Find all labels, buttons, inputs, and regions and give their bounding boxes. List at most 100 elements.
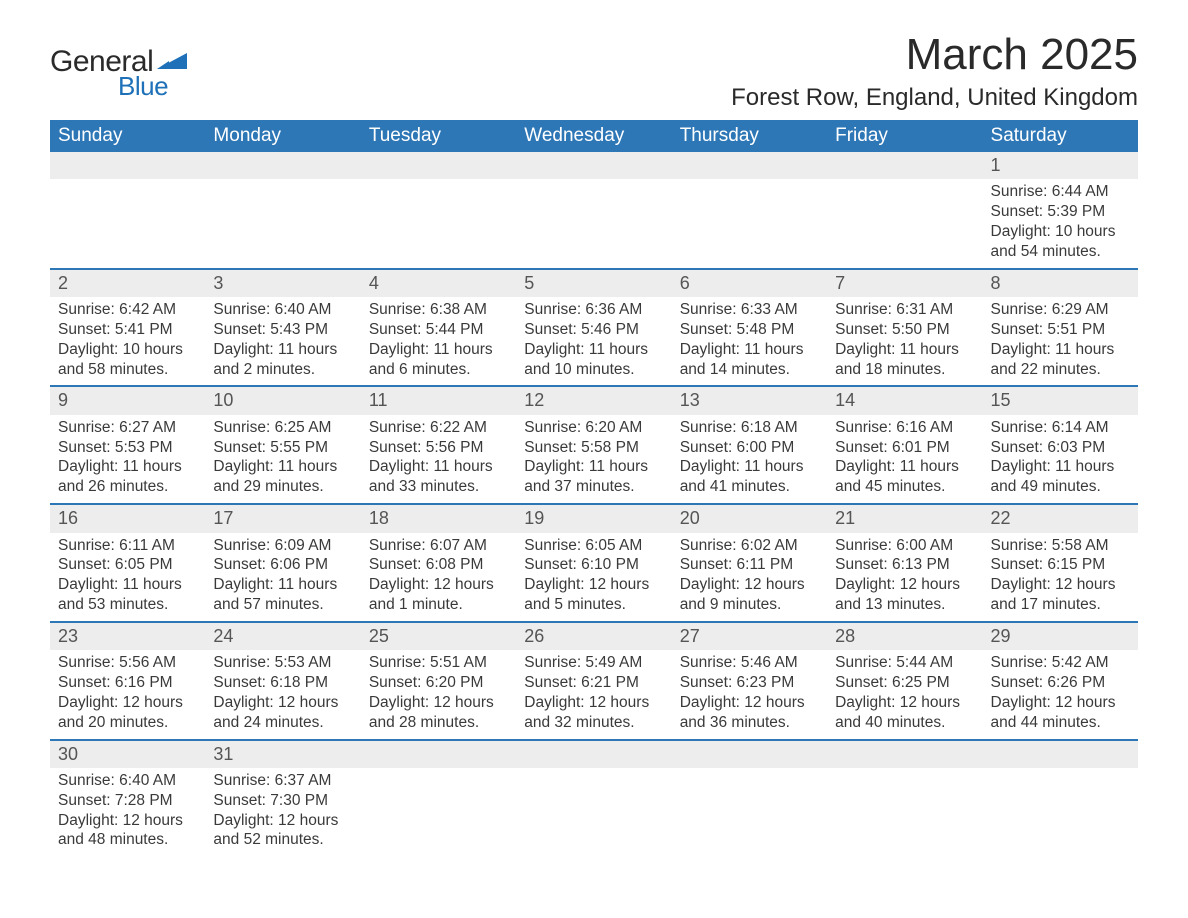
brand-text-blue: Blue	[118, 71, 168, 102]
calendar-day-cell: 11Sunrise: 6:22 AMSunset: 5:56 PMDayligh…	[361, 385, 516, 503]
calendar-day-cell: 17Sunrise: 6:09 AMSunset: 6:06 PMDayligh…	[205, 503, 360, 621]
day-number: 13	[672, 385, 827, 414]
day-details: Sunrise: 5:46 AMSunset: 6:23 PMDaylight:…	[672, 650, 827, 738]
day-number: 1	[983, 152, 1138, 179]
day-number	[672, 739, 827, 768]
day-details: Sunrise: 5:58 AMSunset: 6:15 PMDaylight:…	[983, 533, 1138, 621]
daylight-text: Daylight: 12 hours and 20 minutes.	[58, 693, 197, 733]
month-title: March 2025	[731, 30, 1138, 80]
sunset-text: Sunset: 6:23 PM	[680, 673, 819, 693]
day-number	[361, 739, 516, 768]
sunset-text: Sunset: 6:20 PM	[369, 673, 508, 693]
day-number: 12	[516, 385, 671, 414]
day-number: 26	[516, 621, 671, 650]
sunset-text: Sunset: 6:06 PM	[213, 555, 352, 575]
daylight-text: Daylight: 11 hours and 41 minutes.	[680, 457, 819, 497]
calendar-day-cell: 28Sunrise: 5:44 AMSunset: 6:25 PMDayligh…	[827, 621, 982, 739]
calendar-day-cell: 10Sunrise: 6:25 AMSunset: 5:55 PMDayligh…	[205, 385, 360, 503]
day-number	[672, 152, 827, 179]
day-details: Sunrise: 6:27 AMSunset: 5:53 PMDaylight:…	[50, 415, 205, 503]
weekday-header: Sunday	[50, 120, 205, 152]
calendar-table: SundayMondayTuesdayWednesdayThursdayFrid…	[50, 120, 1138, 856]
calendar-day-cell: 20Sunrise: 6:02 AMSunset: 6:11 PMDayligh…	[672, 503, 827, 621]
daylight-text: Daylight: 12 hours and 28 minutes.	[369, 693, 508, 733]
sunrise-text: Sunrise: 6:31 AM	[835, 300, 974, 320]
sunrise-text: Sunrise: 6:00 AM	[835, 536, 974, 556]
daylight-text: Daylight: 12 hours and 24 minutes.	[213, 693, 352, 733]
weekday-header: Thursday	[672, 120, 827, 152]
daylight-text: Daylight: 11 hours and 2 minutes.	[213, 340, 352, 380]
day-details: Sunrise: 6:36 AMSunset: 5:46 PMDaylight:…	[516, 297, 671, 385]
day-number	[50, 152, 205, 179]
daylight-text: Daylight: 12 hours and 17 minutes.	[991, 575, 1130, 615]
day-details	[516, 768, 671, 844]
sunrise-text: Sunrise: 5:56 AM	[58, 653, 197, 673]
sunrise-text: Sunrise: 5:46 AM	[680, 653, 819, 673]
daylight-text: Daylight: 11 hours and 33 minutes.	[369, 457, 508, 497]
sunset-text: Sunset: 5:41 PM	[58, 320, 197, 340]
day-details	[827, 768, 982, 844]
day-details: Sunrise: 6:09 AMSunset: 6:06 PMDaylight:…	[205, 533, 360, 621]
daylight-text: Daylight: 12 hours and 13 minutes.	[835, 575, 974, 615]
calendar-day-cell: 30Sunrise: 6:40 AMSunset: 7:28 PMDayligh…	[50, 739, 205, 857]
sunrise-text: Sunrise: 5:58 AM	[991, 536, 1130, 556]
daylight-text: Daylight: 12 hours and 36 minutes.	[680, 693, 819, 733]
day-number: 2	[50, 268, 205, 297]
day-details: Sunrise: 6:02 AMSunset: 6:11 PMDaylight:…	[672, 533, 827, 621]
day-number: 27	[672, 621, 827, 650]
day-number: 20	[672, 503, 827, 532]
day-details: Sunrise: 6:20 AMSunset: 5:58 PMDaylight:…	[516, 415, 671, 503]
calendar-day-cell: 8Sunrise: 6:29 AMSunset: 5:51 PMDaylight…	[983, 268, 1138, 386]
daylight-text: Daylight: 11 hours and 29 minutes.	[213, 457, 352, 497]
sunset-text: Sunset: 6:18 PM	[213, 673, 352, 693]
sunrise-text: Sunrise: 6:44 AM	[991, 182, 1130, 202]
sunrise-text: Sunrise: 6:36 AM	[524, 300, 663, 320]
day-number: 31	[205, 739, 360, 768]
sunset-text: Sunset: 6:08 PM	[369, 555, 508, 575]
sunrise-text: Sunrise: 6:29 AM	[991, 300, 1130, 320]
calendar-day-cell: 27Sunrise: 5:46 AMSunset: 6:23 PMDayligh…	[672, 621, 827, 739]
calendar-day-cell: 4Sunrise: 6:38 AMSunset: 5:44 PMDaylight…	[361, 268, 516, 386]
day-number: 19	[516, 503, 671, 532]
calendar-day-cell: 26Sunrise: 5:49 AMSunset: 6:21 PMDayligh…	[516, 621, 671, 739]
calendar-day-cell: 23Sunrise: 5:56 AMSunset: 6:16 PMDayligh…	[50, 621, 205, 739]
sunset-text: Sunset: 5:56 PM	[369, 438, 508, 458]
sunrise-text: Sunrise: 6:37 AM	[213, 771, 352, 791]
sunset-text: Sunset: 6:01 PM	[835, 438, 974, 458]
day-number: 22	[983, 503, 1138, 532]
sunrise-text: Sunrise: 5:42 AM	[991, 653, 1130, 673]
calendar-day-cell: 15Sunrise: 6:14 AMSunset: 6:03 PMDayligh…	[983, 385, 1138, 503]
calendar-day-cell: 22Sunrise: 5:58 AMSunset: 6:15 PMDayligh…	[983, 503, 1138, 621]
day-number: 6	[672, 268, 827, 297]
day-number: 3	[205, 268, 360, 297]
sunset-text: Sunset: 6:11 PM	[680, 555, 819, 575]
sunrise-text: Sunrise: 6:20 AM	[524, 418, 663, 438]
sunrise-text: Sunrise: 6:16 AM	[835, 418, 974, 438]
day-details: Sunrise: 6:07 AMSunset: 6:08 PMDaylight:…	[361, 533, 516, 621]
day-details: Sunrise: 6:40 AMSunset: 5:43 PMDaylight:…	[205, 297, 360, 385]
daylight-text: Daylight: 12 hours and 32 minutes.	[524, 693, 663, 733]
calendar-day-cell: 31Sunrise: 6:37 AMSunset: 7:30 PMDayligh…	[205, 739, 360, 857]
day-number: 16	[50, 503, 205, 532]
calendar-day-cell: 7Sunrise: 6:31 AMSunset: 5:50 PMDaylight…	[827, 268, 982, 386]
sunrise-text: Sunrise: 6:42 AM	[58, 300, 197, 320]
weekday-header: Tuesday	[361, 120, 516, 152]
day-details	[516, 179, 671, 255]
sunset-text: Sunset: 6:10 PM	[524, 555, 663, 575]
day-number	[205, 152, 360, 179]
calendar-empty-cell	[672, 152, 827, 268]
day-details: Sunrise: 6:14 AMSunset: 6:03 PMDaylight:…	[983, 415, 1138, 503]
day-details: Sunrise: 6:11 AMSunset: 6:05 PMDaylight:…	[50, 533, 205, 621]
sunset-text: Sunset: 6:13 PM	[835, 555, 974, 575]
calendar-empty-cell	[361, 152, 516, 268]
daylight-text: Daylight: 11 hours and 49 minutes.	[991, 457, 1130, 497]
calendar-empty-cell	[361, 739, 516, 857]
day-number	[827, 739, 982, 768]
sunset-text: Sunset: 5:39 PM	[991, 202, 1130, 222]
day-number: 25	[361, 621, 516, 650]
sunrise-text: Sunrise: 5:49 AM	[524, 653, 663, 673]
calendar-day-cell: 5Sunrise: 6:36 AMSunset: 5:46 PMDaylight…	[516, 268, 671, 386]
daylight-text: Daylight: 12 hours and 9 minutes.	[680, 575, 819, 615]
calendar-day-cell: 29Sunrise: 5:42 AMSunset: 6:26 PMDayligh…	[983, 621, 1138, 739]
day-details: Sunrise: 5:44 AMSunset: 6:25 PMDaylight:…	[827, 650, 982, 738]
